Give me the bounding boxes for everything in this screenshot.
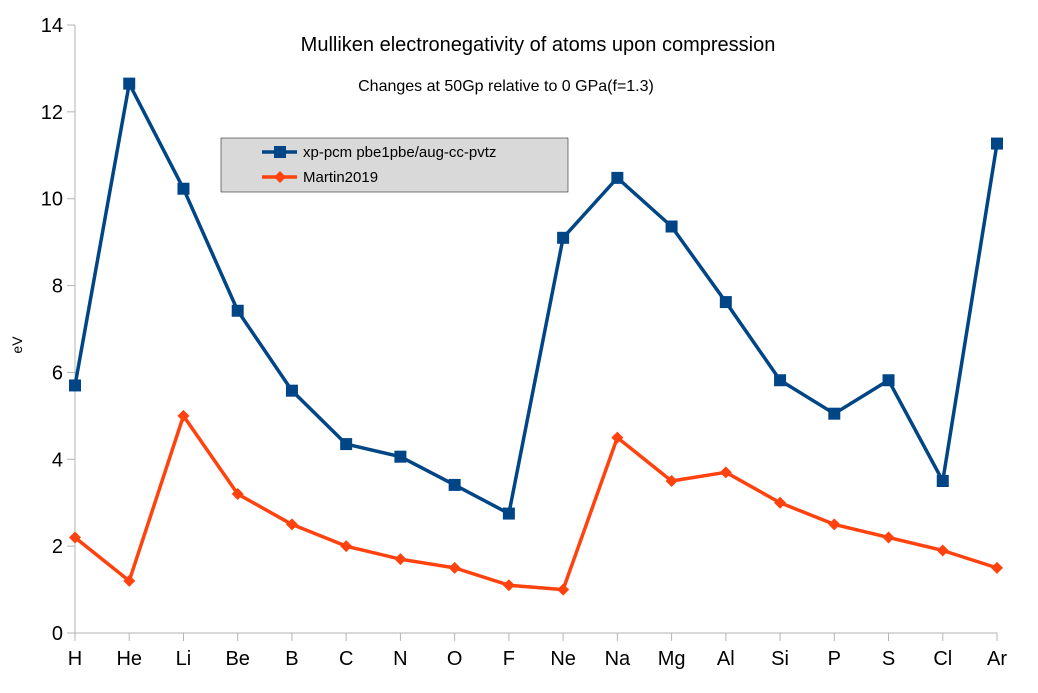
y-tick-label: 6 xyxy=(52,362,63,384)
data-point xyxy=(69,531,81,544)
x-tick-label: C xyxy=(339,648,353,670)
y-tick-label: 0 xyxy=(52,623,63,645)
series-layer xyxy=(69,77,1003,596)
data-point xyxy=(177,182,190,195)
data-point xyxy=(774,496,787,509)
legend-marker xyxy=(274,146,286,158)
series-line xyxy=(73,414,998,592)
data-point xyxy=(231,304,244,317)
data-point xyxy=(611,431,624,444)
data-point xyxy=(611,171,624,184)
x-tick-label: H xyxy=(68,648,82,670)
y-tick-label: 12 xyxy=(41,102,63,124)
data-point xyxy=(719,466,732,479)
data-point xyxy=(882,531,895,544)
x-tick-label: P xyxy=(828,648,841,670)
data-point xyxy=(394,553,407,566)
x-tick-label: Ne xyxy=(550,648,576,670)
data-point xyxy=(448,478,461,491)
x-tick-label: F xyxy=(503,648,515,670)
y-tick-label: 14 xyxy=(41,15,63,37)
data-point xyxy=(502,579,515,592)
data-point xyxy=(665,220,678,233)
data-point xyxy=(340,540,353,553)
x-tick-label: Ar xyxy=(987,648,1007,670)
chart-subtitle: Changes at 50Gp relative to 0 GPa(f=1.3) xyxy=(358,78,654,95)
x-tick-label: N xyxy=(393,648,407,670)
x-tick-label: O xyxy=(447,648,463,670)
legend-marker xyxy=(274,171,286,183)
x-tick-label: Si xyxy=(771,648,789,670)
x-tick-label: He xyxy=(116,648,142,670)
chart-title: Mulliken electronegativity of atoms upon… xyxy=(301,34,776,56)
data-point xyxy=(123,574,136,587)
y-tick-label: 2 xyxy=(52,536,63,558)
data-point xyxy=(991,561,1003,574)
x-tick-label: Li xyxy=(176,648,192,670)
x-tick-label: Cl xyxy=(933,648,952,670)
data-point xyxy=(177,409,190,422)
x-tick-label: Al xyxy=(717,648,735,670)
data-point xyxy=(502,507,515,520)
data-point xyxy=(665,475,678,487)
y-tick-label: 8 xyxy=(52,276,63,298)
data-point xyxy=(882,374,895,387)
data-point xyxy=(123,77,136,90)
x-tick-label: Mg xyxy=(658,648,686,670)
x-tick-label: B xyxy=(285,648,298,670)
x-tick-label: Be xyxy=(225,648,249,670)
legend-label: Martin2019 xyxy=(303,169,378,186)
series-1 xyxy=(69,77,1003,520)
axes: 0 2 4 6 8 10 12 14 H He Li Be B C N O F Ne Na Mg Al Si P S Cl Ar xyxy=(41,15,1008,670)
data-point xyxy=(394,450,407,463)
data-point xyxy=(231,488,244,501)
data-point xyxy=(991,137,1003,150)
legend-label: xp-pcm pbe1pbe/aug-cc-pvtz xyxy=(303,144,496,161)
data-point xyxy=(936,475,949,487)
data-point xyxy=(828,518,841,531)
data-point xyxy=(719,296,732,309)
data-point xyxy=(340,438,353,451)
data-point xyxy=(557,231,570,244)
x-tick-label: Na xyxy=(605,648,631,670)
data-point xyxy=(69,379,81,392)
data-point xyxy=(448,561,461,574)
x-tick-label: S xyxy=(882,648,895,670)
legend: xp-pcm pbe1pbe/aug-cc-pvtz Martin2019 xyxy=(220,137,569,193)
data-point xyxy=(936,544,949,557)
y-axis-title: eV xyxy=(9,336,25,354)
data-point xyxy=(774,374,787,387)
y-tick-label: 4 xyxy=(52,449,63,471)
data-point xyxy=(828,407,841,420)
y-tick-label: 10 xyxy=(41,189,63,211)
series-2 xyxy=(69,409,1003,596)
data-point xyxy=(285,518,298,531)
series-line xyxy=(73,81,999,516)
data-point xyxy=(557,583,570,596)
data-point xyxy=(285,384,298,397)
